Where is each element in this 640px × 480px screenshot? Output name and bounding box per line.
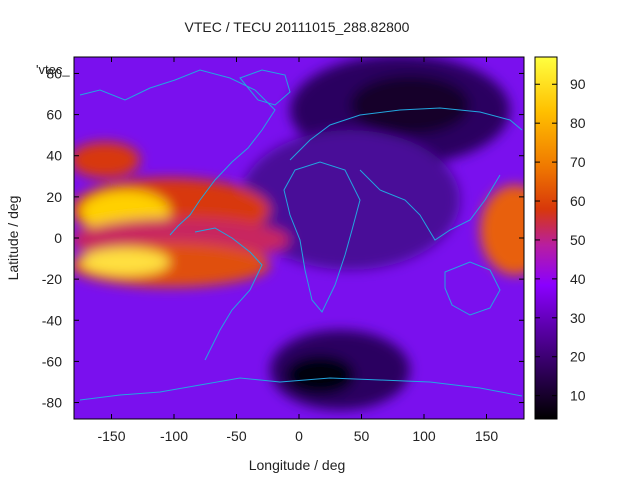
map-legend-key: 'vtec_ bbox=[36, 62, 70, 77]
x-tick-label: 100 bbox=[412, 428, 436, 444]
colorbar-tick-label: 40 bbox=[570, 271, 586, 287]
coastline-eurasia bbox=[289, 107, 523, 161]
x-tick-label: -100 bbox=[160, 428, 188, 444]
y-tick-label: -80 bbox=[42, 395, 62, 411]
colorbar: 10 20 30 40 50 60 70 80 90 bbox=[534, 56, 586, 420]
coastline-greenland bbox=[239, 69, 291, 106]
y-tick-label: 80 bbox=[46, 65, 62, 81]
y-tick-label: 0 bbox=[54, 230, 62, 246]
colorbar-tick-label: 50 bbox=[570, 232, 586, 248]
y-axis: -80 -60 -40 -20 0 20 40 60 80 bbox=[42, 65, 524, 411]
colorbar-tick-label: 20 bbox=[570, 349, 586, 365]
x-tick-label: 150 bbox=[475, 428, 499, 444]
x-tick-label: -150 bbox=[97, 428, 125, 444]
colorbar-tick-label: 80 bbox=[570, 115, 586, 131]
heatmap-south-band-hot bbox=[80, 248, 170, 276]
y-tick-label: -60 bbox=[42, 353, 62, 369]
vtec-heatmap bbox=[74, 57, 524, 419]
coastline-north-america bbox=[79, 69, 276, 236]
colorbar-tick-label: 90 bbox=[570, 76, 586, 92]
x-tick-label: -50 bbox=[226, 428, 246, 444]
x-tick-label: 0 bbox=[295, 428, 303, 444]
y-tick-label: -20 bbox=[42, 271, 62, 287]
colorbar-ticks: 10 20 30 40 50 60 70 80 90 bbox=[535, 76, 586, 404]
colorbar-tick-label: 30 bbox=[570, 310, 586, 326]
coastlines bbox=[79, 69, 523, 401]
x-axis-label: Longitude / deg bbox=[249, 457, 346, 473]
y-tick-label: -40 bbox=[42, 312, 62, 328]
coastline-australia bbox=[444, 261, 501, 316]
y-tick-label: 60 bbox=[46, 107, 62, 123]
coastline-africa bbox=[283, 161, 361, 313]
colorbar-gradient bbox=[534, 56, 558, 420]
colorbar-tick-label: 70 bbox=[570, 154, 586, 170]
coastline-south-america bbox=[194, 227, 263, 361]
coastline-antarctica bbox=[79, 377, 523, 401]
y-tick-label: 20 bbox=[46, 189, 62, 205]
y-axis-label: Latitude / deg bbox=[5, 196, 21, 281]
x-tick-label: 50 bbox=[354, 428, 370, 444]
heatmap-low-south-core bbox=[285, 355, 355, 395]
coastline-asia-south bbox=[359, 169, 501, 241]
colorbar-tick-label: 60 bbox=[570, 193, 586, 209]
heatmap-low-north-core bbox=[350, 75, 470, 135]
x-axis: -150 -100 -50 0 50 100 150 bbox=[97, 57, 498, 444]
y-tick-label: 40 bbox=[46, 148, 62, 164]
chart-title: VTEC / TECU 20111015_288.82800 bbox=[185, 19, 410, 35]
heatmap-northwest-patch bbox=[74, 142, 140, 178]
heatmap-east-edge bbox=[480, 185, 524, 275]
colorbar-tick-label: 10 bbox=[570, 388, 586, 404]
heatmap-low-europe bbox=[240, 130, 460, 270]
